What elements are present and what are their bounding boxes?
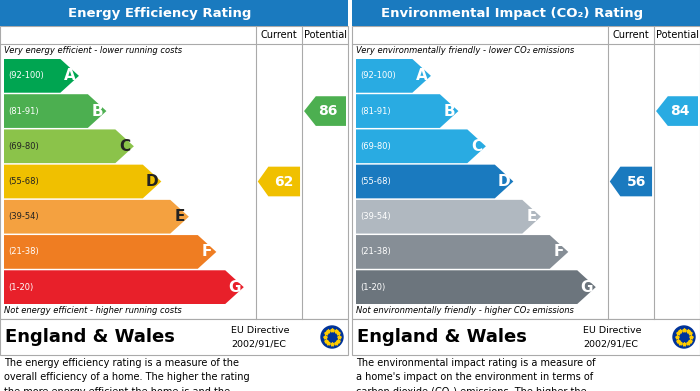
Polygon shape	[356, 94, 458, 128]
Text: F: F	[554, 244, 564, 260]
Circle shape	[321, 326, 343, 348]
Bar	[0, 319, 348, 355]
Text: The energy efficiency rating is a measure of the
overall efficiency of a home. T: The energy efficiency rating is a measur…	[4, 358, 250, 391]
Polygon shape	[356, 200, 541, 233]
Polygon shape	[4, 235, 216, 269]
Text: (1-20): (1-20)	[360, 283, 385, 292]
Text: Current: Current	[612, 30, 650, 40]
Text: Not environmentally friendly - higher CO₂ emissions: Not environmentally friendly - higher CO…	[356, 306, 574, 315]
Text: England & Wales: England & Wales	[357, 328, 527, 346]
Polygon shape	[356, 270, 596, 304]
Text: D: D	[498, 174, 510, 189]
Text: (55-68): (55-68)	[360, 177, 391, 186]
Polygon shape	[610, 167, 652, 196]
Polygon shape	[304, 96, 346, 126]
Text: 56: 56	[626, 174, 646, 188]
Polygon shape	[4, 94, 106, 128]
Polygon shape	[4, 59, 79, 93]
Text: EU Directive
2002/91/EC: EU Directive 2002/91/EC	[583, 326, 642, 348]
Text: (69-80): (69-80)	[360, 142, 391, 151]
Polygon shape	[4, 200, 189, 233]
Text: England & Wales: England & Wales	[5, 328, 175, 346]
Polygon shape	[258, 167, 300, 196]
Text: C: C	[119, 139, 130, 154]
Text: Current: Current	[260, 30, 298, 40]
Polygon shape	[356, 165, 513, 198]
Bar	[352, 26, 700, 319]
Text: (21-38): (21-38)	[360, 248, 391, 256]
Text: The environmental impact rating is a measure of
a home's impact on the environme: The environmental impact rating is a mea…	[356, 358, 596, 391]
Bar	[0, 26, 348, 319]
Text: Potential: Potential	[655, 30, 699, 40]
Text: A: A	[416, 68, 428, 83]
Text: E: E	[174, 209, 185, 224]
Text: 84: 84	[670, 104, 689, 118]
Text: (92-100): (92-100)	[360, 71, 395, 81]
Bar	[0, 0, 348, 26]
Text: Not energy efficient - higher running costs: Not energy efficient - higher running co…	[4, 306, 182, 315]
Circle shape	[673, 326, 695, 348]
Text: (1-20): (1-20)	[8, 283, 34, 292]
Text: (92-100): (92-100)	[8, 71, 43, 81]
Text: (69-80): (69-80)	[8, 142, 38, 151]
Text: 62: 62	[274, 174, 294, 188]
Text: B: B	[91, 104, 103, 118]
Bar	[352, 0, 700, 26]
Text: Energy Efficiency Rating: Energy Efficiency Rating	[69, 7, 252, 20]
Text: (39-54): (39-54)	[360, 212, 391, 221]
Polygon shape	[4, 270, 244, 304]
Text: F: F	[202, 244, 212, 260]
Bar	[352, 319, 700, 355]
Text: Very environmentally friendly - lower CO₂ emissions: Very environmentally friendly - lower CO…	[356, 46, 574, 55]
Polygon shape	[4, 129, 134, 163]
Text: (55-68): (55-68)	[8, 177, 38, 186]
Polygon shape	[656, 96, 698, 126]
Text: B: B	[443, 104, 455, 118]
Text: G: G	[580, 280, 593, 295]
Text: (21-38): (21-38)	[8, 248, 38, 256]
Polygon shape	[4, 165, 162, 198]
Text: (39-54): (39-54)	[8, 212, 38, 221]
Polygon shape	[356, 235, 568, 269]
Text: (81-91): (81-91)	[8, 107, 38, 116]
Text: Environmental Impact (CO₂) Rating: Environmental Impact (CO₂) Rating	[381, 7, 643, 20]
Text: A: A	[64, 68, 76, 83]
Text: Potential: Potential	[304, 30, 346, 40]
Text: 86: 86	[318, 104, 337, 118]
Text: D: D	[146, 174, 158, 189]
Text: C: C	[471, 139, 482, 154]
Text: G: G	[228, 280, 241, 295]
Text: EU Directive
2002/91/EC: EU Directive 2002/91/EC	[232, 326, 290, 348]
Polygon shape	[356, 59, 431, 93]
Text: Very energy efficient - lower running costs: Very energy efficient - lower running co…	[4, 46, 182, 55]
Text: (81-91): (81-91)	[360, 107, 391, 116]
Polygon shape	[356, 129, 486, 163]
Text: E: E	[526, 209, 537, 224]
